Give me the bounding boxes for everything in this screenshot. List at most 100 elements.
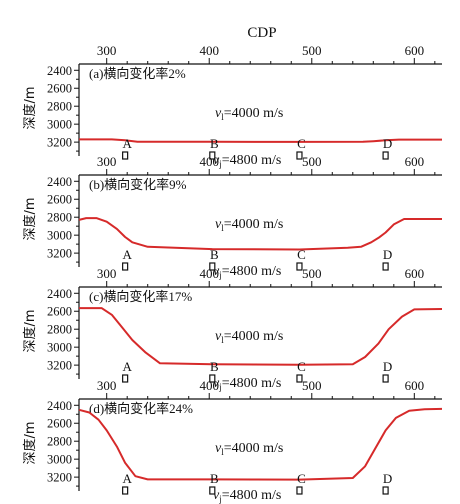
panel-b: 300 400 500 600 2400 2600 2800 3000 3200 深度/m (b)横…	[22, 154, 442, 280]
marker-label-c: C	[297, 247, 306, 262]
x-tick-label: 600	[405, 378, 425, 393]
marker-label-c: C	[297, 136, 306, 151]
x-tick-label: 500	[302, 154, 322, 169]
x-tick-label: 400	[199, 266, 219, 281]
receiver-marker	[296, 374, 303, 383]
marker-label-a: A	[122, 471, 132, 486]
lower-velocity-value: =4800 m/s	[222, 376, 282, 391]
receiver-marker	[209, 486, 216, 495]
x-tick-label: 300	[97, 154, 117, 169]
panel-c: 300 400 500 600 2400 2600 2800 3000 3200 深度/m (c)横…	[22, 266, 443, 392]
marker-label-d: D	[383, 136, 392, 151]
upper-velocity-label: vl=4000 m/s	[215, 217, 283, 233]
interface-line	[78, 407, 443, 481]
x-tick-label: 300	[97, 378, 117, 393]
y-axis-label: 深度/m	[22, 86, 38, 129]
panel-d: 300 400 500 600 2400 2600 2800 3000 3200 深度/m (d)横…	[22, 378, 443, 504]
receiver-marker	[122, 486, 129, 495]
receiver-marker	[296, 262, 303, 271]
panel-label: (b)横向变化率9%	[89, 177, 187, 192]
y-tick-label: 2600	[47, 82, 72, 96]
x-tick-label: 400	[199, 378, 219, 393]
marker-label-a: A	[122, 136, 132, 151]
x-tick-label: 400	[199, 154, 219, 169]
x-tick-label: 600	[405, 154, 425, 169]
y-axis-label: 深度/m	[22, 421, 38, 464]
lower-velocity-label: vj=4800 m/s	[213, 153, 281, 169]
receiver-marker	[382, 374, 389, 383]
panel-a: 300 400 500 600 2400 2600 2800 3000 3200 深度/m (a)横…	[22, 43, 442, 169]
marker-label-b: B	[210, 359, 219, 374]
upper-velocity-value: =4000 m/s	[224, 106, 284, 121]
interface-line	[78, 217, 442, 251]
marker-label-d: D	[383, 247, 392, 262]
receiver-marker	[296, 486, 303, 495]
receiver-marker	[382, 151, 389, 160]
y-axis-label: 深度/m	[22, 197, 38, 240]
receiver-marker	[122, 151, 129, 160]
receiver-marker	[209, 262, 216, 271]
lower-velocity-label: vj=4800 m/s	[213, 488, 281, 504]
y-tick-label: 3000	[47, 118, 72, 132]
y-tick-label: 2400	[47, 287, 72, 301]
y-tick-label: 3200	[47, 136, 72, 150]
y-axis-label: 深度/m	[22, 309, 38, 352]
receiver-marker	[382, 262, 389, 271]
panel-label: (c)横向变化率17%	[89, 289, 192, 304]
x-tick-label: 500	[302, 43, 322, 58]
receiver-marker	[122, 374, 129, 383]
x-tick-label: 600	[405, 266, 425, 281]
interface-line	[79, 307, 443, 366]
panel-label: (d)横向变化率24%	[89, 401, 193, 416]
y-tick-label: 2600	[47, 417, 72, 431]
y-tick-label: 3200	[47, 471, 72, 485]
y-tick-label: 3000	[47, 229, 72, 243]
y-tick-label: 2600	[47, 193, 72, 207]
y-tick-label: 2800	[47, 323, 72, 337]
marker-label-b: B	[210, 136, 219, 151]
receiver-marker	[122, 262, 129, 271]
y-tick-label: 3200	[47, 247, 72, 261]
x-tick-label: 500	[302, 266, 322, 281]
receiver-marker	[296, 151, 303, 160]
lower-velocity-value: =4800 m/s	[222, 153, 282, 168]
lower-velocity-label: vj=4800 m/s	[213, 264, 281, 280]
upper-velocity-value: =4000 m/s	[224, 329, 284, 344]
upper-velocity-value: =4000 m/s	[224, 441, 284, 456]
marker-label-d: D	[383, 471, 392, 486]
y-tick-label: 2800	[47, 211, 72, 225]
y-tick-label: 2800	[47, 435, 72, 449]
interface-line	[79, 138, 442, 143]
marker-label-c: C	[297, 359, 306, 374]
receiver-marker	[209, 374, 216, 383]
y-tick-label: 3000	[47, 341, 72, 355]
x-tick-label: 400	[199, 43, 219, 58]
panel-label: (a)横向变化率2%	[89, 66, 186, 81]
upper-velocity-label: vl=4000 m/s	[215, 329, 283, 345]
lower-velocity-label: vj=4800 m/s	[213, 376, 281, 392]
x-tick-label: 600	[405, 43, 425, 58]
y-tick-label: 2400	[47, 175, 72, 189]
upper-velocity-label: vl=4000 m/s	[215, 106, 283, 122]
receiver-marker	[382, 486, 389, 495]
y-tick-label: 2400	[47, 399, 72, 413]
y-tick-label: 3200	[47, 359, 72, 373]
lower-velocity-value: =4800 m/s	[222, 264, 282, 279]
x-tick-label: 300	[97, 43, 117, 58]
marker-label-a: A	[122, 247, 132, 262]
upper-velocity-value: =4000 m/s	[224, 217, 284, 232]
marker-label-b: B	[210, 247, 219, 262]
marker-label-a: A	[122, 359, 132, 374]
marker-label-c: C	[297, 471, 306, 486]
lower-velocity-value: =4800 m/s	[222, 488, 282, 503]
x-axis-title: CDP	[247, 25, 276, 41]
marker-label-b: B	[210, 471, 219, 486]
x-tick-label: 300	[97, 266, 117, 281]
y-tick-label: 2600	[47, 305, 72, 319]
x-tick-label: 500	[302, 378, 322, 393]
receiver-marker	[209, 151, 216, 160]
marker-label-d: D	[383, 359, 392, 374]
y-tick-label: 3000	[47, 453, 72, 467]
upper-velocity-label: vl=4000 m/s	[215, 441, 283, 457]
